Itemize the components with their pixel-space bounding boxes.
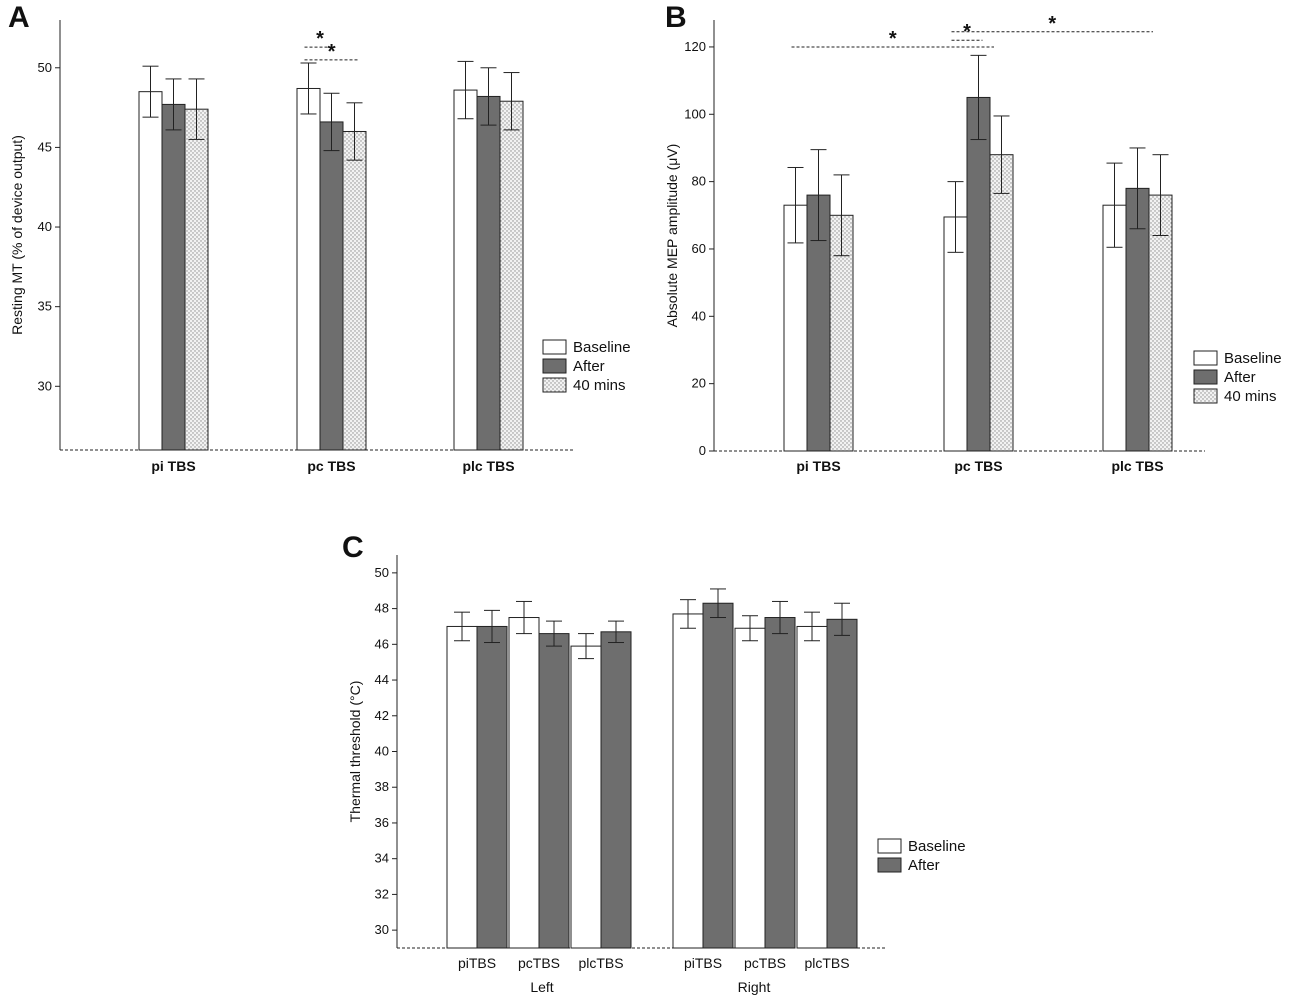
panel-c-y-tick-label: 48 xyxy=(375,601,389,616)
panel-a-bar-after xyxy=(161,103,186,451)
panel-a-legend-swatch xyxy=(542,377,567,393)
panel-c-bar-after xyxy=(764,617,796,949)
panel-c-bar-baseline xyxy=(672,613,704,949)
panel-b-bar-40-mins xyxy=(989,154,1014,452)
panel-b-legend-entry: After xyxy=(1224,369,1256,386)
panel-b-category-label: plc TBS xyxy=(1111,458,1163,474)
panel-c-y-tick-label: 38 xyxy=(375,779,389,794)
panel-c-bar-baseline xyxy=(796,625,828,949)
panel-a-bar-baseline xyxy=(453,89,478,451)
panel-a-significance-star: * xyxy=(328,41,336,63)
panel-c-category-label: plcTBS xyxy=(804,955,849,971)
panel-b-y-tick-label: 0 xyxy=(699,443,706,458)
panel-c-legend-entry: Baseline xyxy=(908,838,966,855)
panel-a-bar-40-mins xyxy=(499,100,524,451)
panel-b-category-label: pc TBS xyxy=(954,458,1002,474)
panel-b-category-label: pi TBS xyxy=(796,458,840,474)
panel-a-y-axis-label: Resting MT (% of device output) xyxy=(9,135,25,335)
panel-b-label: B xyxy=(665,1,687,34)
panel-b-y-tick-label: 80 xyxy=(692,174,706,189)
panel-b-legend-swatch xyxy=(1193,388,1218,404)
panel-c-bar-baseline xyxy=(570,645,602,949)
panel-c-label: C xyxy=(342,531,364,564)
panel-b-y-tick-label: 20 xyxy=(692,376,706,391)
panel-c-y-tick-label: 50 xyxy=(375,565,389,580)
panel-b-y-tick-label: 120 xyxy=(684,39,706,54)
panel-a-legend-entry: 40 mins xyxy=(573,377,626,394)
panel-b-significance-star: * xyxy=(1048,13,1056,35)
panel-c-bar-after xyxy=(538,633,570,949)
panel-b-legend-swatch xyxy=(1193,350,1218,366)
panel-c-y-tick-label: 44 xyxy=(375,672,389,687)
panel-c-category-label: plcTBS xyxy=(578,955,623,971)
panel-a-significance-star: * xyxy=(316,28,324,50)
panel-a-legend-entry: After xyxy=(573,358,605,375)
panel-a-bar-40-mins xyxy=(342,130,367,451)
panel-c-legend-swatch xyxy=(877,857,902,873)
panel-c-category-label: piTBS xyxy=(458,955,496,971)
panel-a-y-tick-label: 30 xyxy=(38,378,52,393)
panel-c-y-tick-label: 42 xyxy=(375,708,389,723)
panel-c-y-axis-label: Thermal threshold (°C) xyxy=(347,681,363,823)
panel-c-category-label: pcTBS xyxy=(518,955,560,971)
panel-b-y-axis-label: Absolute MEP amplitude (μV) xyxy=(664,144,680,328)
panel-a-y-tick-label: 45 xyxy=(38,139,52,154)
panel-b-y-tick-label: 100 xyxy=(684,106,706,121)
panel-b-legend-swatch xyxy=(1193,369,1218,385)
panel-a-legend-swatch xyxy=(542,358,567,374)
panel-c-bar-after xyxy=(702,602,734,949)
panel-b-legend-entry: 40 mins xyxy=(1224,388,1277,405)
panel-c-legend-entry: After xyxy=(908,857,940,874)
panel-a-bar-after xyxy=(476,95,501,451)
panel-c-bar-after xyxy=(826,618,858,949)
panel-c-y-tick-label: 36 xyxy=(375,815,389,830)
panel-c-category-label: piTBS xyxy=(684,955,722,971)
panel-a-bar-40-mins xyxy=(184,108,209,451)
panel-c-y-tick-label: 30 xyxy=(375,922,389,937)
panel-a-y-tick-label: 35 xyxy=(38,299,52,314)
panel-a-bar-baseline xyxy=(138,91,163,451)
panel-c-bar-baseline xyxy=(734,627,766,949)
panel-a-bar-after xyxy=(319,121,344,451)
panel-c-legend-swatch xyxy=(877,838,902,854)
panel-c-group-label: Left xyxy=(530,979,553,995)
panel-a-label: A xyxy=(8,1,30,34)
panel-b-y-tick-label: 60 xyxy=(692,241,706,256)
panel-c-bar-after xyxy=(600,631,632,949)
panel-a-y-tick-label: 50 xyxy=(38,60,52,75)
panel-a-legend-swatch xyxy=(542,339,567,355)
panel-a-legend-entry: Baseline xyxy=(573,339,631,356)
panel-b-bar-after xyxy=(966,96,991,452)
panel-c-y-tick-label: 40 xyxy=(375,744,389,759)
panel-b-significance-star: * xyxy=(889,28,897,50)
panel-a-category-label: plc TBS xyxy=(462,458,514,474)
panel-c-group-label: Right xyxy=(738,979,771,995)
panel-c-y-tick-label: 34 xyxy=(375,851,389,866)
panel-c-bar-after xyxy=(476,625,508,949)
panel-a-category-label: pi TBS xyxy=(151,458,195,474)
panel-c-bar-baseline xyxy=(508,617,540,949)
panel-c-y-tick-label: 32 xyxy=(375,886,389,901)
panel-b-y-tick-label: 40 xyxy=(692,308,706,323)
panel-a-category-label: pc TBS xyxy=(307,458,355,474)
panel-a-bar-baseline xyxy=(296,87,321,451)
panel-b-legend-entry: Baseline xyxy=(1224,350,1282,367)
panel-a-y-tick-label: 40 xyxy=(38,219,52,234)
panel-c-bar-baseline xyxy=(446,625,478,949)
panel-c-category-label: pcTBS xyxy=(744,955,786,971)
panel-c-y-tick-label: 46 xyxy=(375,636,389,651)
